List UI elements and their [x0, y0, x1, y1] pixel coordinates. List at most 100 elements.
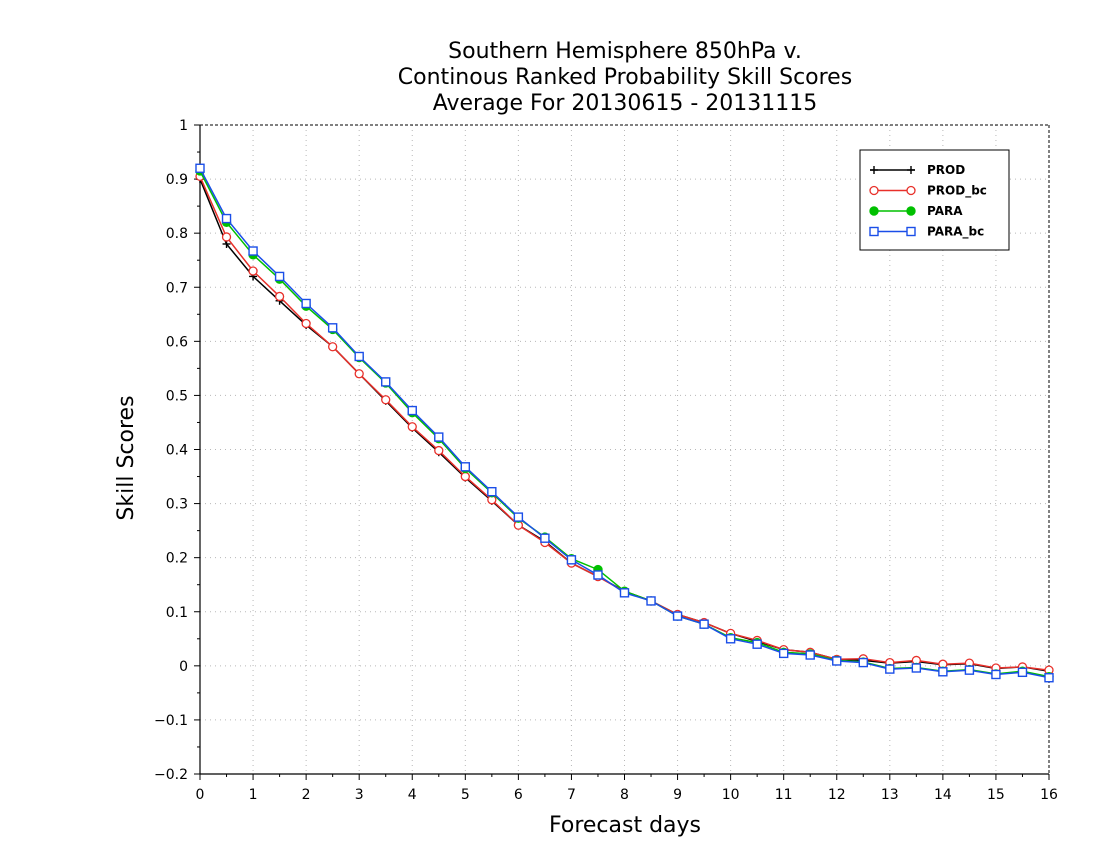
point-prod-bc	[460, 471, 470, 482]
point-para-bc	[354, 351, 364, 362]
legend-marker	[869, 206, 879, 216]
y-tick-label: 0.6	[166, 334, 188, 350]
x-tick-label: 10	[722, 787, 740, 803]
x-tick-label: 9	[673, 787, 682, 803]
point-prod-bc	[434, 445, 444, 456]
x-tick-label: 14	[934, 787, 952, 803]
point-para-bc	[805, 650, 815, 660]
point-para-bc	[540, 533, 550, 543]
legend-label: PARA_bc	[927, 225, 984, 240]
y-tick-label: 0.7	[166, 280, 188, 296]
x-tick-label: 0	[196, 787, 205, 803]
point-para-bc	[725, 634, 736, 644]
point-para-bc	[274, 271, 285, 282]
legend-label: PARA	[927, 204, 963, 218]
point-para-bc	[778, 648, 789, 659]
point-para-bc	[646, 596, 656, 606]
point-para-bc	[619, 588, 630, 598]
y-tick-label: −0.2	[154, 767, 188, 783]
point-para-bc	[513, 512, 524, 522]
point-prod-bc	[274, 291, 285, 302]
y-tick-label: 0	[179, 659, 188, 675]
y-axis-label: Skill Scores	[114, 395, 139, 520]
point-prod-bc	[407, 422, 417, 432]
point-para-bc	[460, 462, 471, 472]
y-tick-label: 0.2	[166, 551, 188, 567]
legend-label: PROD	[927, 163, 965, 177]
y-tick-label: 0.9	[166, 172, 188, 188]
x-tick-label: 11	[775, 787, 793, 803]
point-para-bc	[752, 639, 762, 649]
x-tick-label: 12	[828, 787, 846, 803]
point-para-bc	[434, 432, 444, 442]
legend-marker	[907, 166, 915, 174]
point-para-bc	[938, 667, 948, 677]
point-para-bc	[832, 656, 842, 666]
legend: PROD PROD_bc PARA PARA_bc	[859, 149, 1010, 251]
point-prod-bc	[248, 266, 258, 276]
point-para-bc	[248, 246, 258, 256]
point-para-bc	[858, 657, 868, 668]
y-tick-label: −0.1	[154, 713, 188, 729]
point-para-bc	[221, 213, 232, 224]
y-tick-label: 0.8	[166, 226, 188, 242]
legend-entry-prod: PROD	[870, 163, 965, 177]
point-prod-bc	[354, 369, 364, 379]
y-tick-label: 0.4	[166, 443, 188, 459]
x-tick-label: 7	[567, 787, 576, 803]
x-axis-label: Forecast days	[549, 813, 701, 838]
x-tick-label: 2	[302, 787, 311, 803]
point-para-bc	[407, 405, 417, 416]
x-tick-label: 5	[461, 787, 470, 803]
point-prod-bc	[328, 342, 338, 352]
point-para-bc	[487, 486, 497, 497]
legend-box	[859, 149, 1010, 251]
series-layer	[195, 163, 1054, 683]
legend-marker	[870, 166, 878, 174]
x-tick-label: 16	[1040, 787, 1058, 803]
point-para-bc	[672, 611, 683, 621]
legend-entry-para-bc: PARA_bc	[869, 225, 984, 240]
series-para-bc	[195, 163, 1054, 683]
y-tick-label: 0.3	[166, 497, 188, 513]
point-para-bc	[195, 163, 205, 173]
chart-title-line-1: Southern Hemisphere 850hPa v.	[448, 39, 802, 64]
point-para-bc	[991, 669, 1001, 680]
x-tick-label: 13	[881, 787, 899, 803]
x-tick-label: 6	[514, 787, 523, 803]
legend-entry-para: PARA	[869, 204, 963, 218]
point-para-bc	[1017, 667, 1028, 678]
point-para-bc	[327, 323, 338, 333]
legend-marker	[869, 226, 879, 237]
point-para-bc	[1044, 673, 1054, 683]
y-tick-label: 0.5	[166, 388, 188, 404]
legend-marker	[906, 226, 916, 237]
point-para-bc	[885, 664, 895, 674]
point-para-bc	[593, 570, 603, 580]
legend-entry-prod-bc: PROD_bc	[869, 184, 987, 199]
y-axis: −0.2 −0.1 0 0.1 0.2 0.3 0.4 0.5 0.6 0.7 0.8 0.9 1	[154, 118, 200, 783]
legend-marker	[906, 185, 916, 196]
point-para-bc	[699, 619, 709, 629]
x-tick-label: 1	[249, 787, 258, 803]
point-prod-bc	[301, 318, 311, 329]
point-para-bc	[964, 665, 975, 675]
legend-marker	[906, 206, 916, 216]
point-para-bc	[301, 298, 311, 309]
chart-title-line-2: Continous Ranked Probability Skill Score…	[398, 65, 852, 90]
chart-title: Southern Hemisphere 850hPa v. Continous …	[398, 39, 852, 116]
y-tick-label: 0.1	[166, 605, 188, 621]
point-para-bc	[381, 377, 391, 387]
point-prod-bc	[221, 232, 232, 242]
point-para-bc	[911, 663, 922, 673]
legend-marker	[869, 185, 879, 196]
y-tick-label: 1	[179, 118, 188, 134]
x-tick-label: 15	[987, 787, 1005, 803]
legend-label: PROD_bc	[927, 184, 987, 199]
x-tick-label: 3	[355, 787, 364, 803]
x-tick-label: 8	[620, 787, 629, 803]
point-para-bc	[566, 555, 577, 565]
point-prod-bc	[381, 395, 391, 405]
chart-title-line-3: Average For 20130615 - 20131115	[433, 91, 818, 116]
